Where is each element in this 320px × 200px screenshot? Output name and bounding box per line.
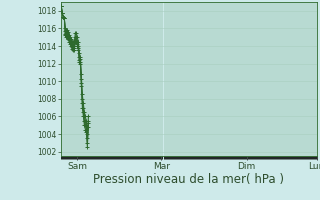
X-axis label: Pression niveau de la mer( hPa ): Pression niveau de la mer( hPa ) [93, 173, 284, 186]
